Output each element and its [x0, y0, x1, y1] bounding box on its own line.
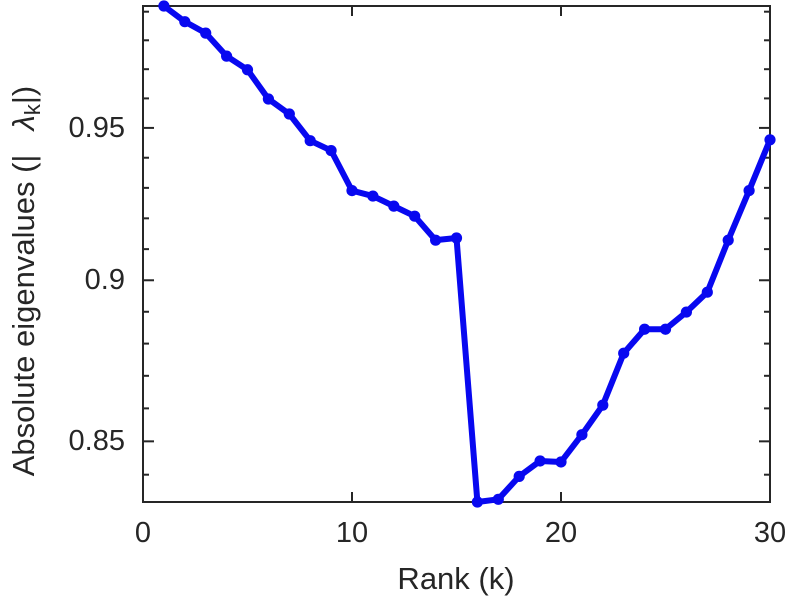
data-point-marker [450, 232, 463, 244]
data-point-marker [241, 64, 254, 76]
data-point-marker [618, 347, 630, 359]
data-point-marker [430, 234, 442, 246]
x-tick-label: 0 [134, 517, 152, 549]
data-point-marker [346, 184, 358, 197]
data-point-marker [743, 184, 755, 197]
data-point-marker [388, 200, 400, 212]
data-point-marker [409, 210, 421, 222]
y-axis-title: Absolute eigenvalues (| λk|) [6, 86, 46, 477]
data-point-marker [367, 190, 379, 202]
data-point-marker [221, 50, 233, 62]
y-tick-label: 0.9 [84, 264, 125, 297]
data-point-marker [325, 144, 337, 157]
data-point-marker [179, 16, 191, 28]
data-point-marker [701, 286, 713, 298]
y-axis-title-text: Absolute eigenvalues (| [6, 154, 42, 477]
data-point-marker [597, 399, 609, 411]
y-axis-title-suffix: |) [6, 85, 42, 105]
lambda-symbol: λ [6, 115, 42, 131]
data-point-marker [262, 93, 274, 105]
data-point-marker [722, 234, 734, 246]
x-tick-label: 10 [335, 517, 369, 549]
data-point-marker [534, 455, 546, 467]
lambda-subscript: k [19, 104, 45, 116]
data-point-marker [680, 306, 693, 318]
y-tick-label: 0.85 [68, 425, 125, 458]
data-point-marker [492, 493, 504, 505]
data-point-marker [555, 456, 567, 468]
data-point-marker [576, 429, 588, 441]
data-point-marker [639, 323, 651, 335]
eigenvalue-line [160, 3, 773, 505]
data-point-marker [471, 496, 483, 508]
x-tick-label: 20 [544, 517, 578, 549]
data-point-marker [513, 470, 525, 482]
x-tick-label: 30 [753, 517, 787, 549]
data-point-marker [283, 108, 295, 120]
y-tick-label: 0.95 [68, 111, 125, 144]
data-point-marker [659, 323, 672, 335]
data-point-marker [158, 0, 170, 12]
data-point-marker [200, 27, 212, 39]
data-point-marker [304, 135, 316, 147]
x-axis-title: Rank (k) [397, 561, 515, 596]
data-point-marker [764, 134, 776, 146]
